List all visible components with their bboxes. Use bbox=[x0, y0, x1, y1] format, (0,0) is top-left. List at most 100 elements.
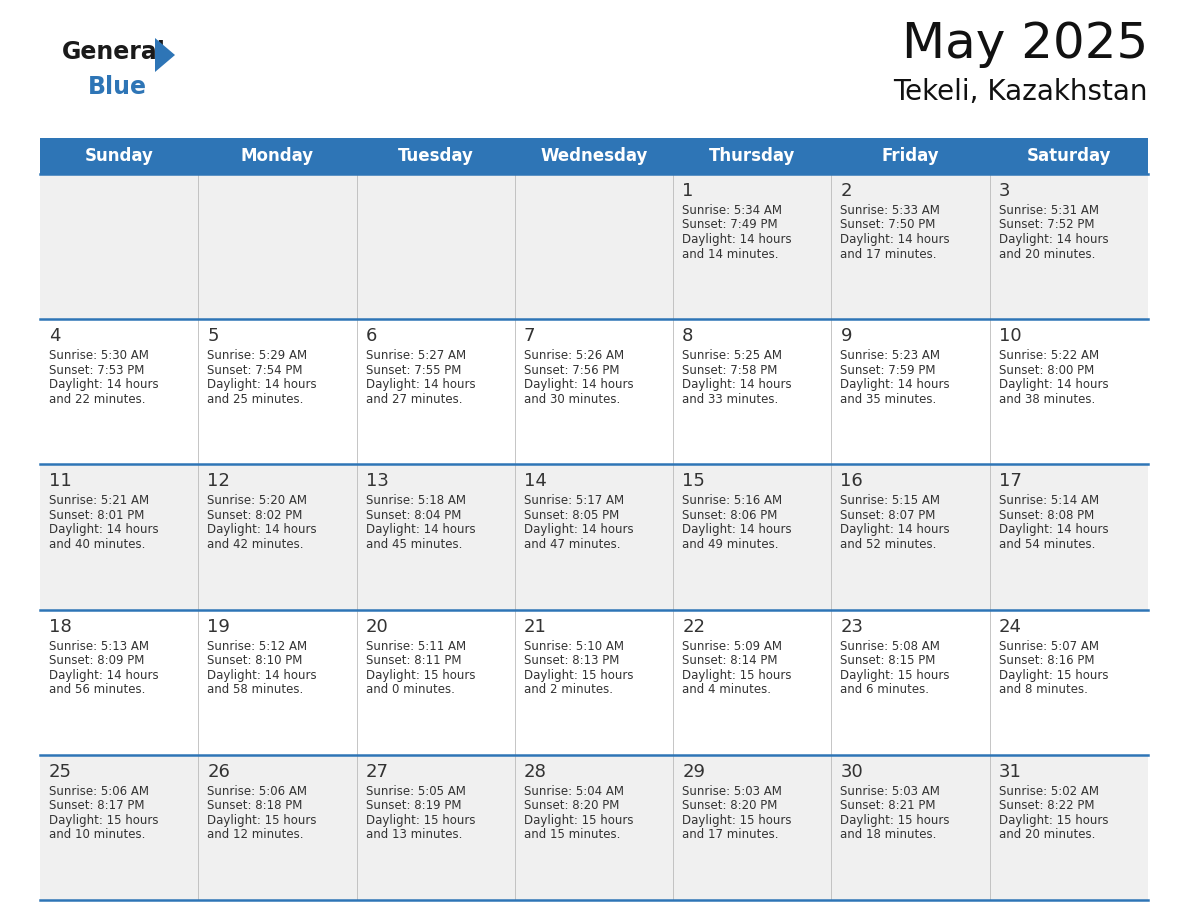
Text: Friday: Friday bbox=[881, 147, 940, 165]
Text: Sunrise: 5:30 AM: Sunrise: 5:30 AM bbox=[49, 349, 148, 363]
Text: 3: 3 bbox=[999, 182, 1010, 200]
Text: Tekeli, Kazakhstan: Tekeli, Kazakhstan bbox=[893, 78, 1148, 106]
Text: Daylight: 15 hours: Daylight: 15 hours bbox=[524, 668, 633, 681]
Text: 31: 31 bbox=[999, 763, 1022, 781]
Text: 9: 9 bbox=[840, 327, 852, 345]
Text: Daylight: 15 hours: Daylight: 15 hours bbox=[999, 668, 1108, 681]
Text: Daylight: 14 hours: Daylight: 14 hours bbox=[207, 523, 317, 536]
Text: Daylight: 14 hours: Daylight: 14 hours bbox=[682, 233, 791, 246]
Text: and 6 minutes.: and 6 minutes. bbox=[840, 683, 929, 696]
Text: Sunrise: 5:33 AM: Sunrise: 5:33 AM bbox=[840, 204, 941, 217]
Text: Sunrise: 5:04 AM: Sunrise: 5:04 AM bbox=[524, 785, 624, 798]
Text: 28: 28 bbox=[524, 763, 546, 781]
Text: Daylight: 15 hours: Daylight: 15 hours bbox=[524, 813, 633, 827]
Text: Daylight: 14 hours: Daylight: 14 hours bbox=[49, 523, 159, 536]
Bar bbox=[40, 319, 1148, 465]
Text: Sunrise: 5:05 AM: Sunrise: 5:05 AM bbox=[366, 785, 466, 798]
Text: Sunset: 8:10 PM: Sunset: 8:10 PM bbox=[207, 655, 303, 667]
Text: Daylight: 15 hours: Daylight: 15 hours bbox=[366, 813, 475, 827]
Text: Sunset: 8:20 PM: Sunset: 8:20 PM bbox=[682, 800, 777, 812]
Text: Daylight: 14 hours: Daylight: 14 hours bbox=[207, 378, 317, 391]
Text: Daylight: 14 hours: Daylight: 14 hours bbox=[999, 233, 1108, 246]
Text: Sunset: 8:14 PM: Sunset: 8:14 PM bbox=[682, 655, 778, 667]
Text: and 8 minutes.: and 8 minutes. bbox=[999, 683, 1087, 696]
Text: Sunset: 8:21 PM: Sunset: 8:21 PM bbox=[840, 800, 936, 812]
Text: Sunrise: 5:25 AM: Sunrise: 5:25 AM bbox=[682, 349, 782, 363]
Text: May 2025: May 2025 bbox=[902, 20, 1148, 68]
Text: Sunrise: 5:27 AM: Sunrise: 5:27 AM bbox=[366, 349, 466, 363]
Text: Sunset: 8:08 PM: Sunset: 8:08 PM bbox=[999, 509, 1094, 522]
Text: Sunset: 8:13 PM: Sunset: 8:13 PM bbox=[524, 655, 619, 667]
Text: and 4 minutes.: and 4 minutes. bbox=[682, 683, 771, 696]
Text: Daylight: 14 hours: Daylight: 14 hours bbox=[366, 523, 475, 536]
Text: Daylight: 15 hours: Daylight: 15 hours bbox=[207, 813, 317, 827]
Text: 22: 22 bbox=[682, 618, 706, 635]
Text: Sunrise: 5:34 AM: Sunrise: 5:34 AM bbox=[682, 204, 782, 217]
Text: Sunset: 7:55 PM: Sunset: 7:55 PM bbox=[366, 364, 461, 376]
Text: and 14 minutes.: and 14 minutes. bbox=[682, 248, 778, 261]
Text: and 42 minutes.: and 42 minutes. bbox=[207, 538, 304, 551]
Text: and 18 minutes.: and 18 minutes. bbox=[840, 828, 937, 841]
Polygon shape bbox=[154, 38, 175, 72]
Text: and 20 minutes.: and 20 minutes. bbox=[999, 828, 1095, 841]
Text: Sunset: 8:20 PM: Sunset: 8:20 PM bbox=[524, 800, 619, 812]
Text: Daylight: 14 hours: Daylight: 14 hours bbox=[999, 523, 1108, 536]
Text: Sunrise: 5:14 AM: Sunrise: 5:14 AM bbox=[999, 495, 1099, 508]
Text: 17: 17 bbox=[999, 473, 1022, 490]
Text: Sunrise: 5:03 AM: Sunrise: 5:03 AM bbox=[682, 785, 782, 798]
Text: Daylight: 14 hours: Daylight: 14 hours bbox=[524, 378, 633, 391]
Text: and 2 minutes.: and 2 minutes. bbox=[524, 683, 613, 696]
Text: 23: 23 bbox=[840, 618, 864, 635]
Text: Sunset: 8:05 PM: Sunset: 8:05 PM bbox=[524, 509, 619, 522]
Text: Sunset: 8:02 PM: Sunset: 8:02 PM bbox=[207, 509, 303, 522]
Text: 18: 18 bbox=[49, 618, 71, 635]
Text: Sunset: 8:17 PM: Sunset: 8:17 PM bbox=[49, 800, 145, 812]
Text: Sunset: 8:00 PM: Sunset: 8:00 PM bbox=[999, 364, 1094, 376]
Text: and 35 minutes.: and 35 minutes. bbox=[840, 393, 936, 406]
Text: 8: 8 bbox=[682, 327, 694, 345]
Text: and 0 minutes.: and 0 minutes. bbox=[366, 683, 455, 696]
Text: 1: 1 bbox=[682, 182, 694, 200]
Text: 29: 29 bbox=[682, 763, 706, 781]
Bar bbox=[40, 174, 1148, 319]
Text: Daylight: 14 hours: Daylight: 14 hours bbox=[207, 668, 317, 681]
Text: Daylight: 15 hours: Daylight: 15 hours bbox=[840, 668, 950, 681]
Text: and 49 minutes.: and 49 minutes. bbox=[682, 538, 778, 551]
Text: Daylight: 14 hours: Daylight: 14 hours bbox=[682, 523, 791, 536]
Text: 6: 6 bbox=[366, 327, 377, 345]
Text: Sunrise: 5:31 AM: Sunrise: 5:31 AM bbox=[999, 204, 1099, 217]
Text: 27: 27 bbox=[366, 763, 388, 781]
Text: Tuesday: Tuesday bbox=[398, 147, 474, 165]
Text: Sunset: 8:16 PM: Sunset: 8:16 PM bbox=[999, 655, 1094, 667]
Text: Daylight: 14 hours: Daylight: 14 hours bbox=[999, 378, 1108, 391]
Text: 16: 16 bbox=[840, 473, 864, 490]
Text: Sunrise: 5:06 AM: Sunrise: 5:06 AM bbox=[207, 785, 308, 798]
Text: and 12 minutes.: and 12 minutes. bbox=[207, 828, 304, 841]
Text: and 54 minutes.: and 54 minutes. bbox=[999, 538, 1095, 551]
Text: Sunset: 8:19 PM: Sunset: 8:19 PM bbox=[366, 800, 461, 812]
Text: Sunrise: 5:23 AM: Sunrise: 5:23 AM bbox=[840, 349, 941, 363]
Text: Sunrise: 5:13 AM: Sunrise: 5:13 AM bbox=[49, 640, 148, 653]
Bar bbox=[40, 755, 1148, 900]
Text: 19: 19 bbox=[207, 618, 230, 635]
Text: and 17 minutes.: and 17 minutes. bbox=[682, 828, 778, 841]
Text: Sunrise: 5:21 AM: Sunrise: 5:21 AM bbox=[49, 495, 150, 508]
Text: Sunset: 8:11 PM: Sunset: 8:11 PM bbox=[366, 655, 461, 667]
Text: Sunset: 8:07 PM: Sunset: 8:07 PM bbox=[840, 509, 936, 522]
Text: Daylight: 14 hours: Daylight: 14 hours bbox=[840, 523, 950, 536]
Text: Sunset: 8:22 PM: Sunset: 8:22 PM bbox=[999, 800, 1094, 812]
Text: and 45 minutes.: and 45 minutes. bbox=[366, 538, 462, 551]
Text: Blue: Blue bbox=[88, 75, 147, 99]
Text: Daylight: 14 hours: Daylight: 14 hours bbox=[49, 668, 159, 681]
Text: and 27 minutes.: and 27 minutes. bbox=[366, 393, 462, 406]
Text: Sunset: 8:18 PM: Sunset: 8:18 PM bbox=[207, 800, 303, 812]
Text: and 15 minutes.: and 15 minutes. bbox=[524, 828, 620, 841]
Text: Daylight: 15 hours: Daylight: 15 hours bbox=[682, 668, 791, 681]
Text: 10: 10 bbox=[999, 327, 1022, 345]
Bar bbox=[40, 610, 1148, 755]
Text: Sunrise: 5:17 AM: Sunrise: 5:17 AM bbox=[524, 495, 624, 508]
Text: and 30 minutes.: and 30 minutes. bbox=[524, 393, 620, 406]
Text: Sunrise: 5:20 AM: Sunrise: 5:20 AM bbox=[207, 495, 308, 508]
Text: Sunrise: 5:15 AM: Sunrise: 5:15 AM bbox=[840, 495, 941, 508]
Text: Sunset: 7:59 PM: Sunset: 7:59 PM bbox=[840, 364, 936, 376]
